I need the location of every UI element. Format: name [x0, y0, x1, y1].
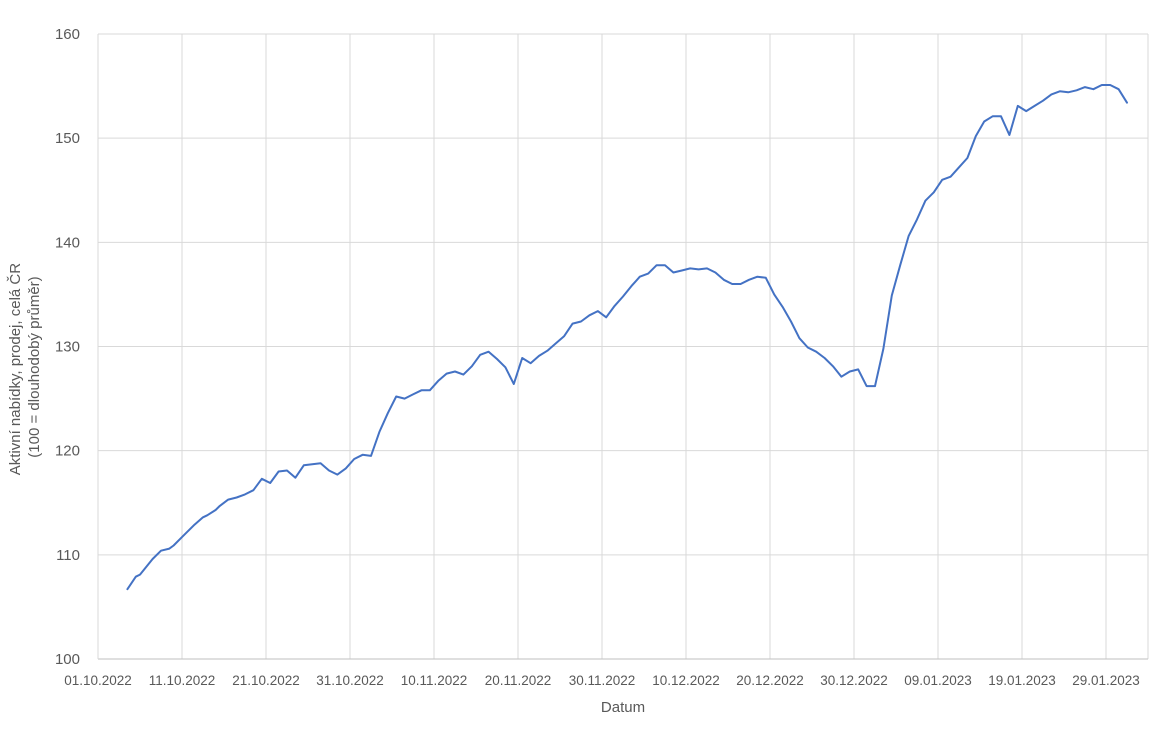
y-axis-title-line-2: (100 = dlouhodobý průměr) [26, 276, 43, 457]
x-tick-label: 20.11.2022 [485, 673, 552, 688]
y-axis-title-line-1: Aktivní nabídky, prodej, celá ČR [7, 263, 24, 475]
y-tick-label: 150 [55, 130, 80, 147]
x-tick-label: 09.01.2023 [904, 673, 972, 688]
series-layer [126, 84, 1128, 591]
x-tick-label: 21.10.2022 [232, 673, 300, 688]
x-tick-label: 29.01.2023 [1072, 673, 1140, 688]
gridlines [97, 33, 1149, 659]
x-tick-label: 20.12.2022 [736, 673, 804, 688]
x-tick-label: 11.10.2022 [149, 673, 216, 688]
x-tick-label: 10.12.2022 [652, 673, 720, 688]
series-line [126, 84, 1128, 591]
y-tick-label: 160 [55, 26, 80, 43]
x-axis-title: Datum [601, 699, 645, 716]
y-tick-label: 130 [55, 339, 80, 356]
y-axis-title: Aktivní nabídky, prodej, celá ČR (100 = … [7, 259, 43, 476]
axes [97, 34, 1148, 660]
x-tick-label: 10.11.2022 [401, 673, 468, 688]
y-tick-label: 120 [55, 443, 80, 460]
tick-labels: 100 110 120 130 140 150 160 01.10.2022 11.10.202… [55, 26, 1140, 688]
y-tick-label: 140 [55, 234, 80, 251]
x-tick-label: 01.10.2022 [64, 673, 132, 688]
y-tick-label: 110 [56, 547, 80, 564]
y-tick-label: 100 [55, 651, 80, 668]
x-tick-label: 31.10.2022 [316, 673, 384, 688]
x-tick-label: 19.01.2023 [988, 673, 1056, 688]
x-tick-label: 30.11.2022 [569, 673, 636, 688]
x-tick-label: 30.12.2022 [820, 673, 888, 688]
